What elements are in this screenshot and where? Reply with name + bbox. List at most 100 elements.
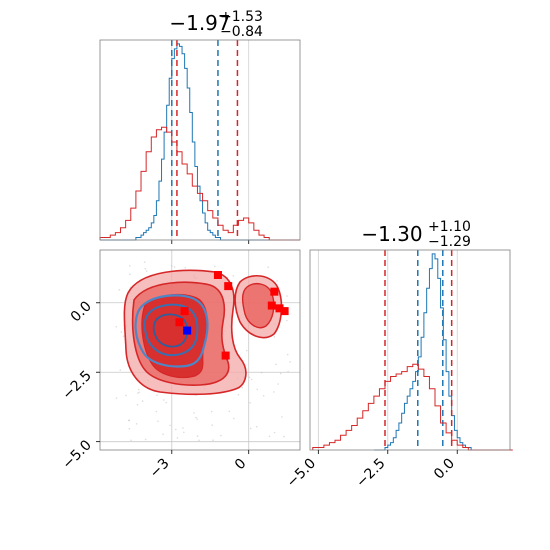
sample-point — [262, 394, 265, 397]
x-tick-label: −2.5 — [353, 456, 388, 491]
sample-point — [176, 437, 179, 439]
hist2-title-sub: −1.29 — [428, 234, 471, 250]
hist2-title-main: −1.30 — [361, 222, 422, 246]
x-tick-label: −5.0 — [284, 456, 319, 491]
sample-point — [162, 433, 164, 435]
red-marker — [180, 307, 189, 316]
histogram-series-0 — [373, 253, 485, 451]
blue-marker — [183, 326, 192, 335]
sample-point — [122, 335, 125, 338]
sample-point — [232, 274, 235, 277]
red-marker — [213, 271, 222, 279]
sample-point — [279, 372, 282, 375]
blue-contour-outer — [134, 294, 209, 368]
sample-point — [267, 266, 269, 269]
sample-point — [175, 428, 177, 431]
sample-point — [162, 399, 165, 401]
sample-point — [137, 392, 139, 394]
sample-point — [195, 416, 197, 419]
sample-point — [255, 425, 258, 428]
sample-point — [182, 427, 184, 429]
sample-point — [286, 319, 288, 322]
sample-point — [248, 376, 251, 379]
red-marker — [221, 351, 230, 360]
red-marker — [267, 301, 276, 310]
sample-point — [276, 280, 278, 282]
panel-hist-param1: −1.97 +1.53 −0.84 — [99, 9, 301, 244]
red-marker — [280, 307, 289, 316]
histogram-series-1 — [312, 363, 513, 451]
sample-point — [273, 391, 275, 393]
sample-point — [115, 325, 118, 328]
sample-point — [144, 438, 147, 441]
sample-point — [120, 331, 123, 333]
x-tick-label: 0 — [232, 456, 250, 474]
sample-point — [165, 401, 167, 404]
sample-point — [156, 394, 158, 396]
sample-point — [145, 270, 148, 272]
sample-point — [130, 439, 132, 442]
sample-point — [250, 378, 253, 381]
hist2-grid — [317, 250, 458, 450]
sample-point — [144, 267, 147, 270]
sample-point — [143, 261, 146, 263]
hist1-title-sup: +1.53 — [220, 9, 263, 25]
sample-point — [286, 353, 289, 356]
sample-point — [128, 264, 131, 267]
y-tick-label: −5.0 — [59, 437, 94, 472]
sample-point — [128, 419, 130, 422]
sample-point — [268, 435, 271, 438]
blue-contours — [134, 294, 209, 368]
sample-point — [233, 417, 235, 420]
sample-point — [128, 427, 131, 430]
hist2-axes: −5.0 −2.5 0.0 — [284, 450, 458, 491]
blue-contour-inner — [152, 313, 189, 348]
sample-point — [283, 435, 285, 438]
sample-point — [136, 403, 139, 406]
sample-point — [115, 397, 118, 399]
hist2-title-sup: +1.10 — [428, 219, 471, 235]
sample-point — [249, 402, 251, 404]
x-tick-label: −3 — [147, 456, 173, 482]
red-contour-island-inner — [241, 282, 275, 329]
sample-point — [125, 394, 127, 397]
sample-point — [138, 391, 140, 394]
sample-point — [273, 336, 276, 338]
red-marker — [224, 282, 233, 291]
sample-point — [210, 410, 213, 413]
sample-point — [246, 349, 248, 352]
sample-point — [184, 266, 187, 269]
hist2-title: −1.30 — [361, 222, 422, 246]
contour-markers — [175, 271, 289, 360]
sample-point — [289, 361, 291, 363]
hist1-series — [99, 40, 300, 241]
sample-point — [173, 266, 176, 268]
sample-point — [118, 289, 121, 291]
sample-point — [119, 369, 122, 371]
sample-point — [275, 363, 277, 366]
panel-contour: −3 0 0.0 −2.5 −5.0 — [59, 249, 301, 482]
sample-point — [277, 383, 279, 385]
hist1-title-main: −1.97 — [169, 11, 230, 35]
sample-point — [211, 424, 213, 426]
sample-point — [273, 431, 276, 434]
sample-point — [155, 410, 158, 413]
sample-point — [286, 295, 288, 297]
sample-point — [287, 370, 289, 373]
sample-point — [157, 420, 159, 422]
y-tick-label: −2.5 — [59, 368, 94, 403]
sample-point — [241, 386, 244, 389]
sample-point — [196, 435, 199, 437]
sample-point — [196, 418, 198, 420]
sample-point — [212, 439, 214, 441]
histogram-series-1 — [99, 126, 300, 241]
sample-point — [214, 265, 216, 268]
sample-point — [249, 427, 252, 430]
sample-point — [281, 416, 283, 418]
sample-point — [228, 410, 231, 413]
sample-point — [170, 265, 173, 267]
hist1-title-sub: −0.84 — [220, 24, 263, 40]
x-tick-label: 0.0 — [431, 456, 458, 483]
sample-point — [129, 273, 131, 276]
